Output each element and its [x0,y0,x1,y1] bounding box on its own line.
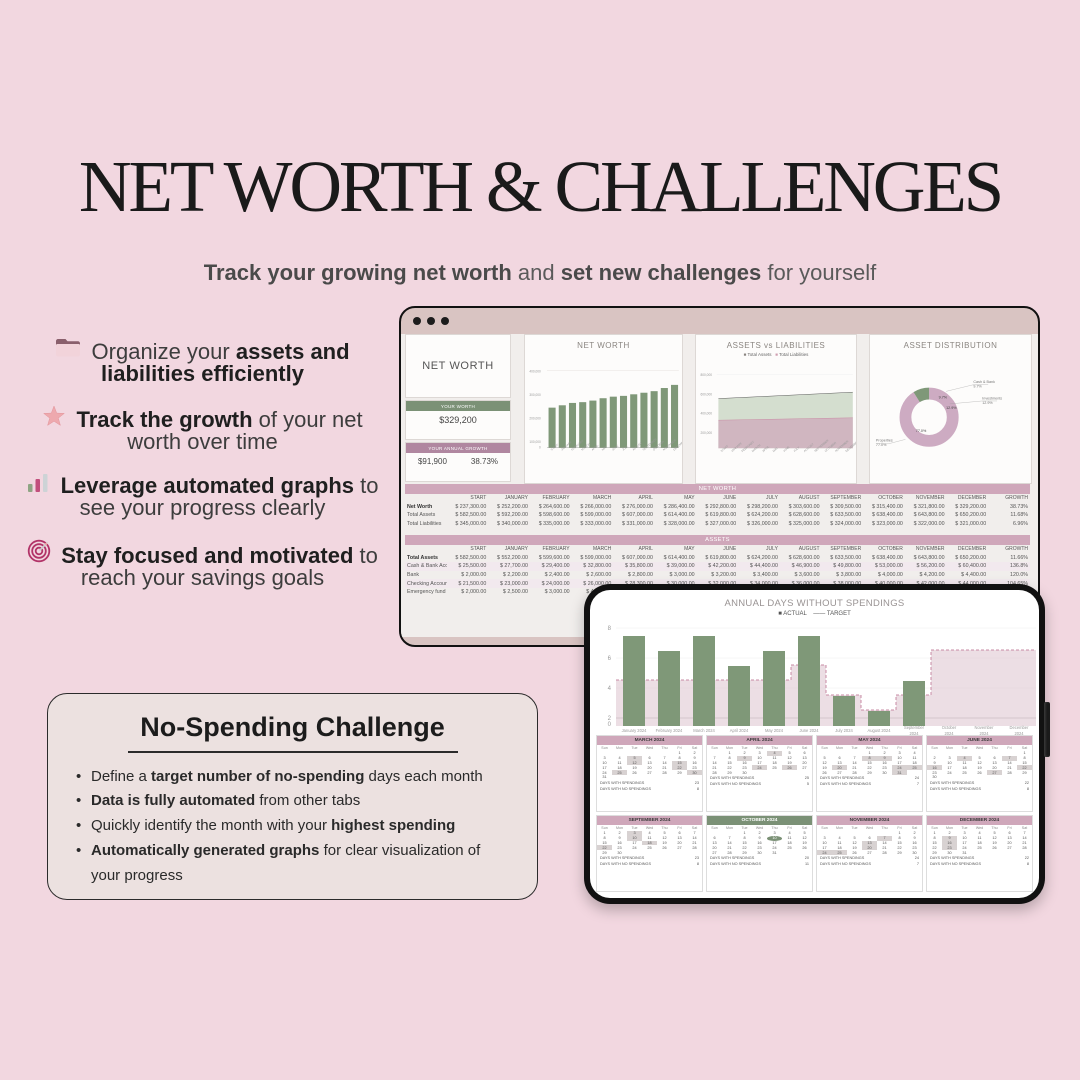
svg-text:Properties: Properties [876,439,893,443]
svg-text:0: 0 [539,445,541,449]
svg-text:April 2024: April 2024 [730,728,749,733]
svg-text:12.9%: 12.9% [982,401,993,405]
svg-text:4: 4 [608,686,612,692]
svg-text:800,000: 800,000 [700,373,712,377]
svg-text:200,000: 200,000 [529,416,541,420]
svg-text:400,000: 400,000 [529,369,541,373]
svg-text:0: 0 [608,722,612,728]
svg-text:9.7%: 9.7% [939,396,948,400]
svg-text:October: October [942,725,957,730]
svg-text:February 2024: February 2024 [656,728,683,733]
svg-text:Cash & Bank: Cash & Bank [973,380,995,384]
svg-text:June 2024: June 2024 [799,728,819,733]
svg-text:6: 6 [608,656,612,662]
svg-text:August 2024: August 2024 [868,728,892,733]
svg-text:200,000: 200,000 [700,431,712,435]
svg-text:January 2024: January 2024 [622,728,648,733]
svg-text:December: December [1010,725,1030,730]
svg-text:July 2024: July 2024 [835,728,853,733]
svg-text:100,000: 100,000 [529,440,541,444]
svg-text:November: November [975,725,995,730]
svg-text:77.0%: 77.0% [916,429,927,433]
svg-text:September: September [904,725,925,730]
svg-text:77.0%: 77.0% [876,443,887,447]
svg-text:300,000: 300,000 [529,393,541,397]
svg-text:May 2024: May 2024 [765,728,784,733]
svg-text:8: 8 [608,626,612,632]
svg-text:March 2024: March 2024 [693,728,715,733]
svg-text:400,000: 400,000 [700,412,712,416]
svg-text:600,000: 600,000 [700,392,712,396]
svg-text:12.9%: 12.9% [946,406,957,410]
svg-text:Investments: Investments [982,396,1002,400]
svg-text:9.7%: 9.7% [973,385,982,389]
